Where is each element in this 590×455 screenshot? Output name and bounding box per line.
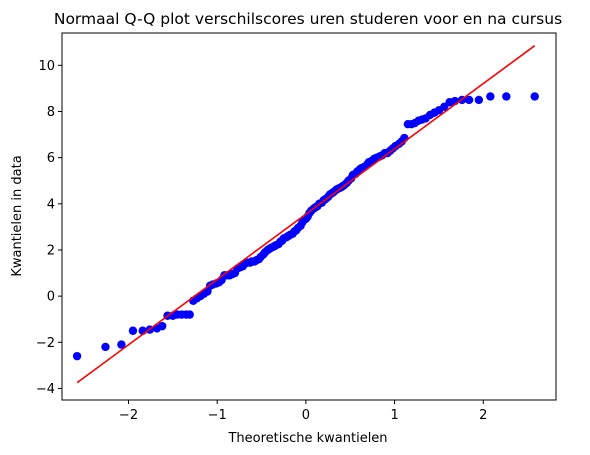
x-tick-label: −1 <box>208 408 227 423</box>
x-axis-label: Theoretische kwantielen <box>227 431 387 446</box>
x-tick-label: −2 <box>119 408 138 423</box>
x-axis-ticks: −2 −1 0 1 2 <box>119 400 487 423</box>
data-point <box>486 92 494 100</box>
data-point <box>158 322 166 330</box>
data-point <box>101 343 109 351</box>
y-tick-label: 6 <box>47 151 55 166</box>
x-tick-label: 1 <box>390 408 398 423</box>
y-axis-label: Kwantielen in data <box>10 155 25 276</box>
y-tick-label: 0 <box>47 290 55 305</box>
data-point <box>186 310 194 318</box>
data-point <box>531 92 539 100</box>
data-point <box>129 327 137 335</box>
x-tick-label: 2 <box>479 408 487 423</box>
x-tick-label: 0 <box>302 408 310 423</box>
y-tick-label: 4 <box>47 197 55 212</box>
reference-line <box>77 46 535 383</box>
data-point <box>502 92 510 100</box>
y-axis-ticks: −4 −2 0 2 4 6 8 10 <box>36 59 62 397</box>
plot-area <box>62 33 556 400</box>
y-tick-label: −4 <box>36 382 55 397</box>
data-point <box>475 96 483 104</box>
y-tick-label: 2 <box>47 243 55 258</box>
y-tick-label: 8 <box>47 105 55 120</box>
y-tick-label: −2 <box>36 336 55 351</box>
data-points <box>73 92 539 360</box>
y-tick-label: 10 <box>38 59 55 74</box>
data-point <box>73 352 81 360</box>
chart-title: Normaal Q-Q plot verschilscores uren stu… <box>54 10 562 28</box>
